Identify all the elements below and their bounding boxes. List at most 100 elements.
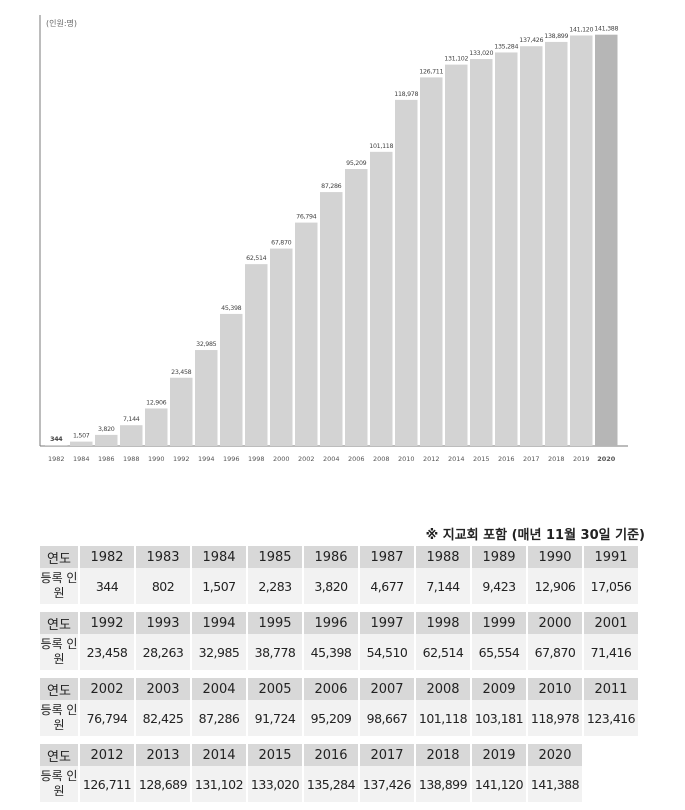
- value-labels-group: 344 1,507 3,820 7,144 12,906 23,458 32,985 45,3…: [50, 26, 619, 443]
- bar-value-label: 23,458: [171, 369, 192, 376]
- bar-value-label: 62,514: [246, 255, 267, 262]
- year-cell: 1989: [471, 546, 528, 568]
- count-cell: 82,425: [135, 700, 192, 736]
- count-cell: 135,284: [303, 766, 360, 802]
- count-cell: 62,514: [415, 634, 472, 670]
- year-cell: 1988: [415, 546, 472, 568]
- x-tick-label: 2012: [423, 455, 440, 463]
- count-cell: 91,724: [247, 700, 304, 736]
- bar: [420, 77, 443, 447]
- x-tick-label: 2017: [523, 455, 540, 463]
- bar-value-label: 32,985: [196, 341, 217, 348]
- x-tick-label: 2016: [498, 455, 515, 463]
- year-cell: 1985: [247, 546, 304, 568]
- bar: [445, 64, 468, 446]
- x-tick-label: 2004: [323, 455, 340, 463]
- year-cell: 2018: [415, 744, 472, 766]
- year-row: 연도 2002 2003 2004 2005 2006 2007 2008 2009 2010 20…: [40, 678, 638, 700]
- x-tick-label: 1984: [73, 455, 90, 463]
- year-cell: 2012: [79, 744, 136, 766]
- year-cell: 2003: [135, 678, 192, 700]
- bar: [520, 46, 543, 446]
- bar: [270, 248, 293, 446]
- empty-cell: [583, 766, 638, 802]
- year-cell: 1992: [79, 612, 136, 634]
- year-table: 연도 1982 1983 1984 1985 1986 1987 1988 1989 1990 19…: [40, 546, 638, 604]
- bar: [120, 425, 143, 446]
- bar-value-label: 76,794: [296, 214, 317, 221]
- x-tick-labels-group: 1982 1984 1986 1988 1990 1992 1994 1996 1998 2000…: [48, 455, 616, 463]
- count-row: 등록 인원 76,794 82,425 87,286 91,724 95,209 98,66…: [40, 700, 638, 736]
- count-cell: 344: [79, 568, 136, 604]
- bar-value-label: 7,144: [123, 416, 140, 423]
- year-cell: 2009: [471, 678, 528, 700]
- year-cell: 1996: [303, 612, 360, 634]
- count-cell: 133,020: [247, 766, 304, 802]
- year-table: 연도 1992 1993 1994 1995 1996 1997 1998 1999 2000 20…: [40, 612, 638, 670]
- count-row-label: 등록 인원: [40, 634, 80, 670]
- count-cell: 123,416: [583, 700, 638, 736]
- bar: [295, 222, 318, 446]
- bar-value-label: 133,020: [469, 50, 493, 57]
- bar: [320, 192, 343, 446]
- count-row-label: 등록 인원: [40, 568, 80, 604]
- year-cell: 2020: [527, 744, 584, 766]
- count-row: 등록 인원 23,458 28,263 32,985 38,778 45,398 54,51…: [40, 634, 638, 670]
- x-tick-label: 2020: [597, 455, 616, 463]
- bar-value-label: 87,286: [321, 183, 342, 190]
- year-cell: 2008: [415, 678, 472, 700]
- bar: [170, 377, 193, 446]
- year-cell: 1986: [303, 546, 360, 568]
- year-table: 연도 2012 2013 2014 2015 2016 2017 2018 2019 2020 등록…: [40, 744, 638, 802]
- year-cell: 1998: [415, 612, 472, 634]
- year-row: 연도 2012 2013 2014 2015 2016 2017 2018 2019 2020: [40, 744, 638, 766]
- count-cell: 45,398: [303, 634, 360, 670]
- count-row-label: 등록 인원: [40, 766, 80, 802]
- count-cell: 76,794: [79, 700, 136, 736]
- year-cell: 2017: [359, 744, 416, 766]
- year-cell: 1994: [191, 612, 248, 634]
- x-tick-label: 1994: [198, 455, 215, 463]
- unit-label: (인원:명): [46, 18, 77, 28]
- x-tick-label: 1988: [123, 455, 140, 463]
- bar-value-label: 1,507: [73, 433, 90, 440]
- count-cell: 38,778: [247, 634, 304, 670]
- year-cell: 1987: [359, 546, 416, 568]
- bar: [45, 444, 68, 446]
- bar-value-label: 45,398: [221, 305, 242, 312]
- count-row-label: 등록 인원: [40, 700, 80, 736]
- bar-value-label: 131,102: [444, 56, 468, 63]
- year-row-label: 연도: [40, 744, 80, 766]
- count-cell: 67,870: [527, 634, 584, 670]
- x-tick-label: 2006: [348, 455, 365, 463]
- year-cell: 2004: [191, 678, 248, 700]
- year-cell: 2011: [583, 678, 638, 700]
- year-cell: 2005: [247, 678, 304, 700]
- x-tick-label: 2019: [573, 455, 590, 463]
- count-cell: 9,423: [471, 568, 528, 604]
- x-tick-label: 1990: [148, 455, 165, 463]
- bar-value-label: 141,120: [569, 26, 593, 33]
- bar: [545, 41, 568, 447]
- count-cell: 95,209: [303, 700, 360, 736]
- bar: [570, 35, 593, 447]
- count-cell: 1,507: [191, 568, 248, 604]
- bar-chart: (인원:명) 344 1,507 3,820 7,144 12,906 23,458 32,…: [39, 15, 628, 463]
- bar-value-label: 3,820: [98, 426, 115, 433]
- year-cell: 2016: [303, 744, 360, 766]
- count-cell: 17,056: [583, 568, 638, 604]
- count-cell: 7,144: [415, 568, 472, 604]
- count-row: 등록 인원 344 802 1,507 2,283 3,820 4,677 7,144 9,42…: [40, 568, 638, 604]
- bar: [145, 408, 168, 446]
- bar-value-label: 141,388: [594, 26, 618, 33]
- year-cell: 2001: [583, 612, 638, 634]
- bar: [220, 313, 243, 446]
- year-cell: 2019: [471, 744, 528, 766]
- x-tick-label: 1998: [248, 455, 265, 463]
- count-cell: 118,978: [527, 700, 584, 736]
- bar-value-label: 138,899: [544, 33, 568, 40]
- count-cell: 126,711: [79, 766, 136, 802]
- year-cell: 2006: [303, 678, 360, 700]
- year-cell: 2014: [191, 744, 248, 766]
- bar-value-label: 95,209: [346, 160, 367, 167]
